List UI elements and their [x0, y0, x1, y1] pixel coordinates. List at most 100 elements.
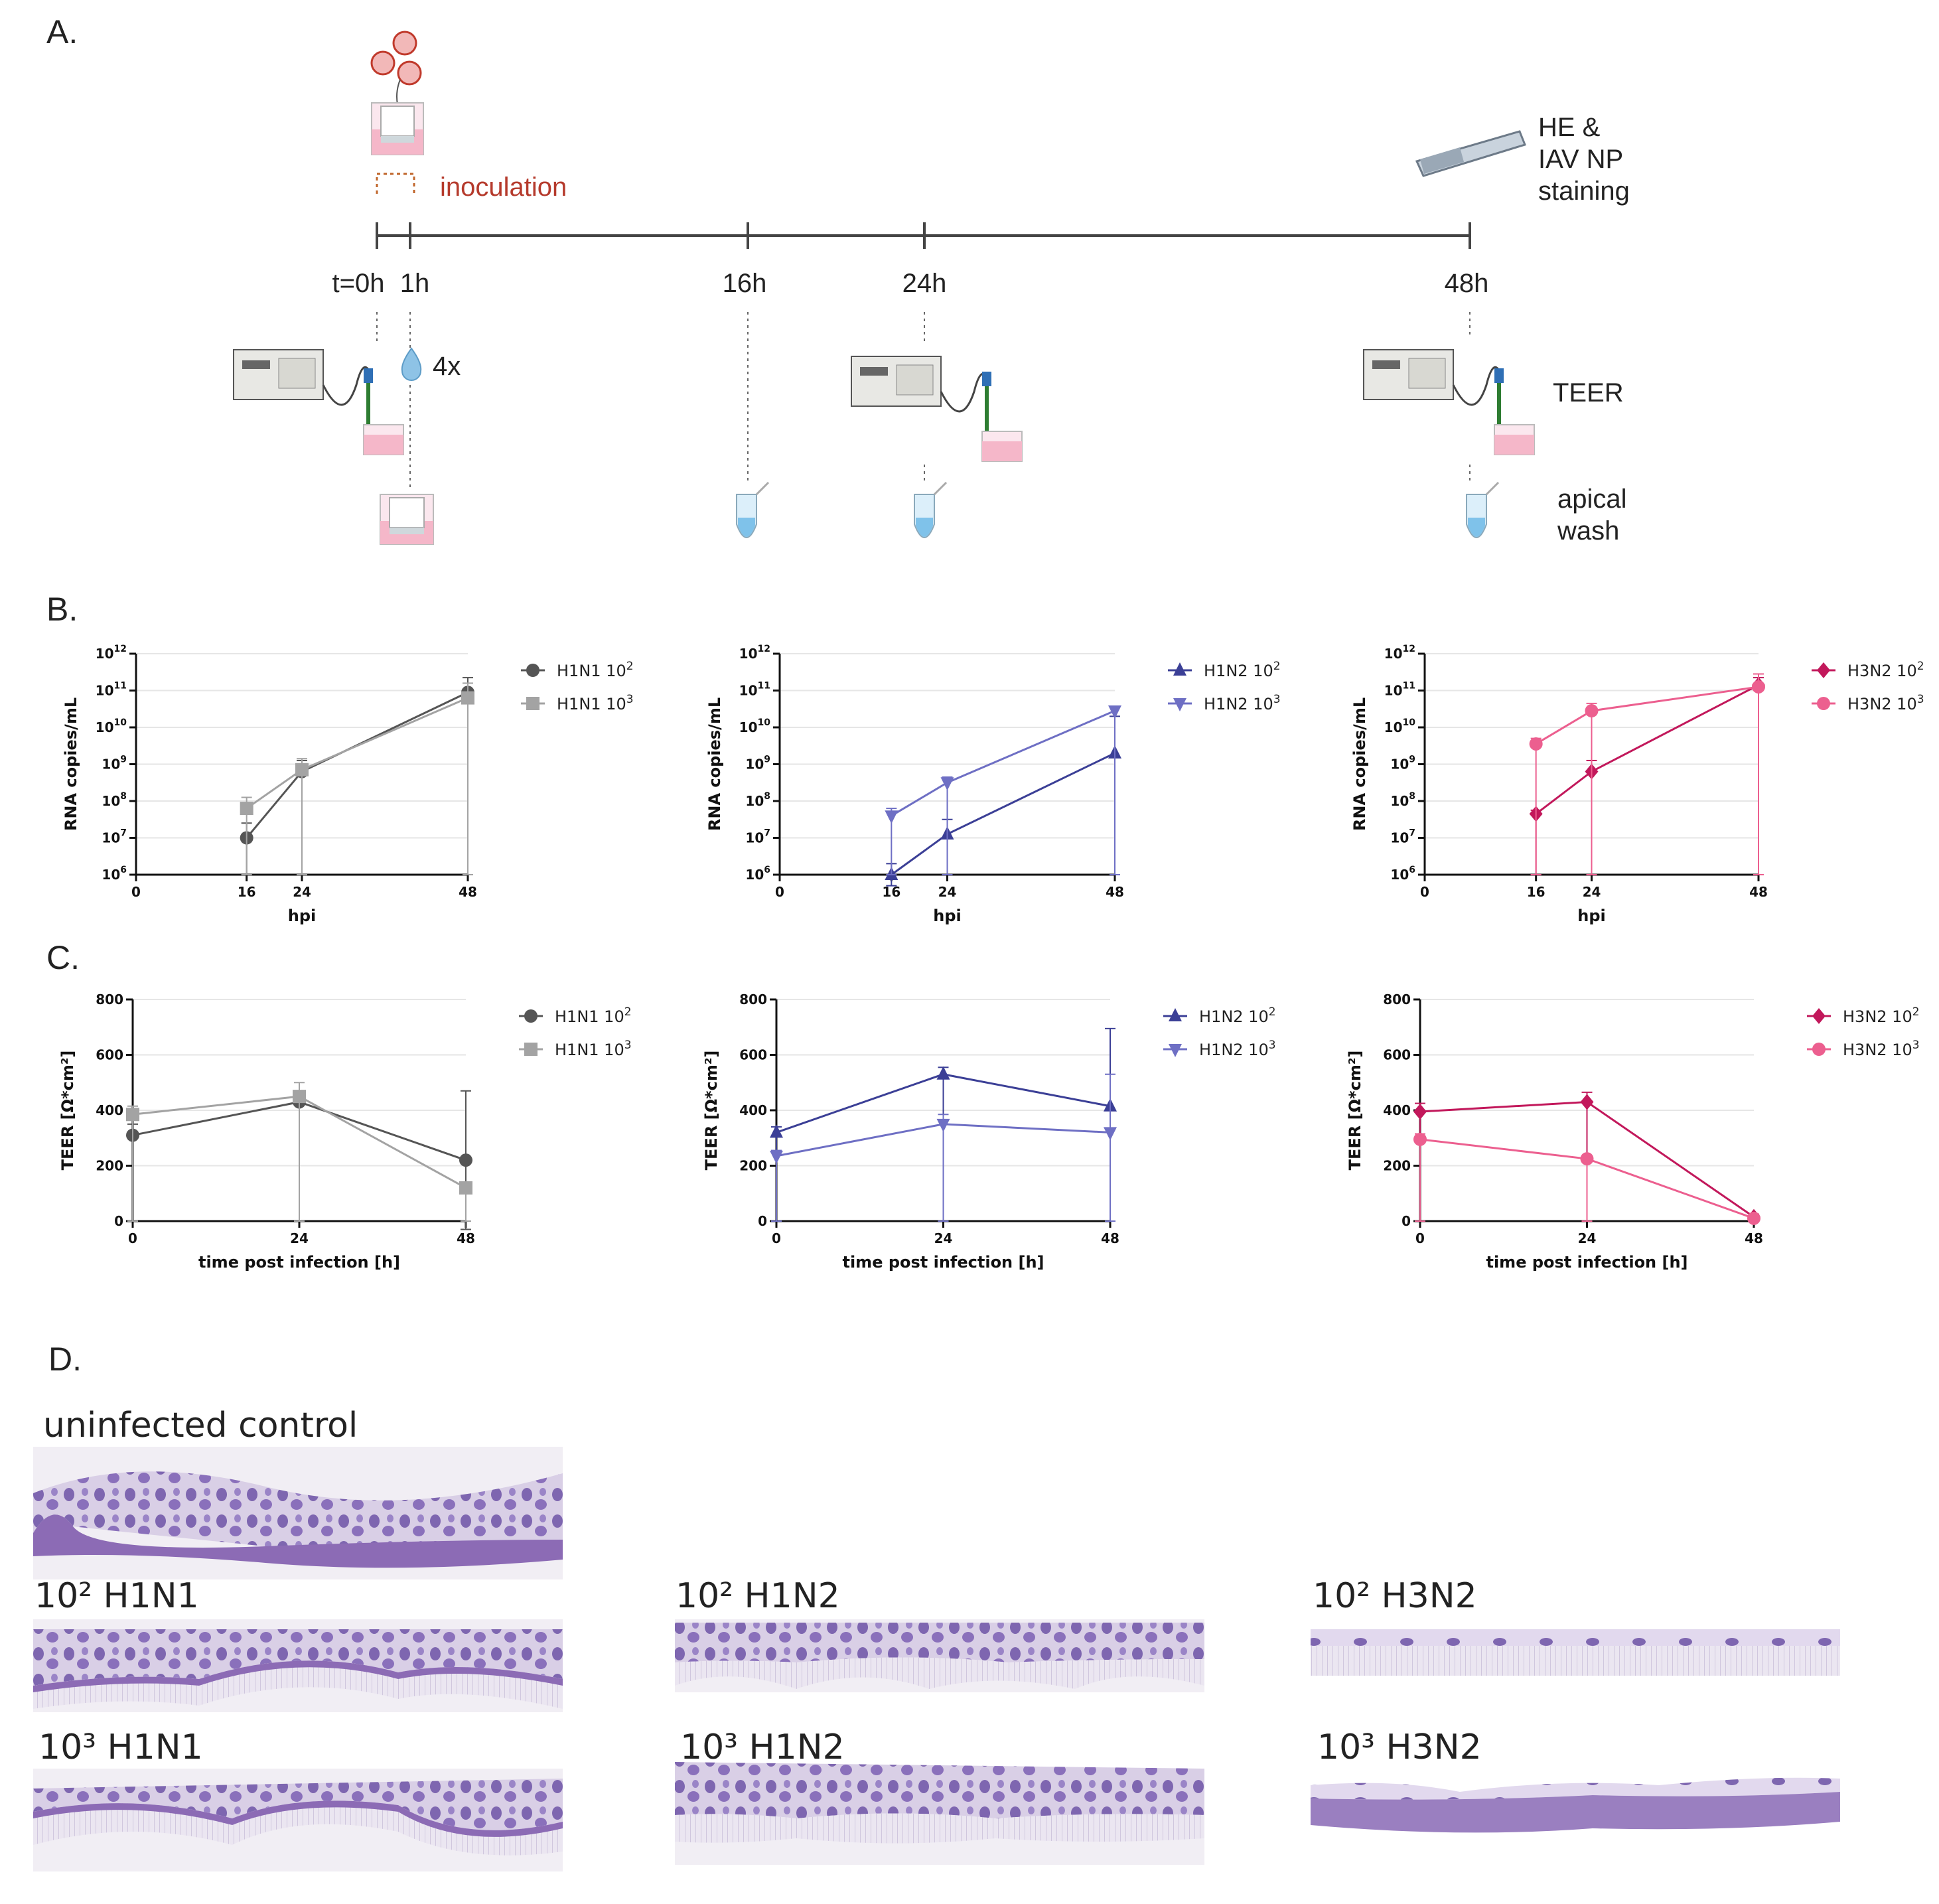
data-point	[1413, 1132, 1427, 1146]
legend-label: H3N2 102	[1847, 660, 1924, 680]
panel-letter-a: A.	[46, 13, 78, 50]
teer-meter-icon-0h	[233, 349, 404, 455]
timeline-tick-24h: 24h	[902, 269, 947, 298]
y-axis-title: TEER [Ω*cm²]	[1346, 1051, 1364, 1171]
legend-marker	[1817, 662, 1830, 678]
data-point	[770, 1124, 783, 1138]
y-tick-label: 200	[739, 1158, 767, 1174]
timeline-tick-16h: 16h	[723, 269, 767, 298]
slide-icon	[1415, 130, 1526, 177]
x-axis-title: hpi	[288, 907, 317, 925]
inoculation-bracket	[376, 173, 415, 194]
histology-image-h1n1-1e3	[33, 1769, 563, 1871]
x-axis-title: hpi	[1577, 907, 1606, 925]
legend-marker	[1812, 1043, 1826, 1056]
histology-image-h3n2-1e2	[1311, 1619, 1840, 1686]
legend-marker	[524, 1009, 538, 1023]
y-tick-label: 400	[739, 1102, 767, 1118]
y-tick-label: 109	[1390, 755, 1415, 772]
wash-label: 4x	[433, 352, 461, 381]
histology-image-uninfected	[33, 1447, 563, 1579]
apical-wash-label-line-1: apical	[1557, 484, 1627, 514]
histo-label-uninfected: uninfected control	[43, 1406, 358, 1445]
timeline-tick-1h: 1h	[400, 269, 430, 298]
y-axis-title: RNA copies/mL	[1350, 697, 1369, 831]
data-point	[885, 810, 898, 824]
panel-letter-b: B.	[46, 591, 78, 628]
y-tick-label: 1011	[739, 681, 770, 699]
histo-label-h1n1-1e2: 10² H1N1	[35, 1576, 199, 1616]
y-tick-label: 0	[114, 1213, 123, 1229]
legend-label: H1N1 103	[555, 1039, 632, 1059]
legend-label: H3N2 103	[1843, 1039, 1920, 1059]
chart-h1n2-teer: 0 200 400 600 800 0 24 48 time post infection [h…	[702, 991, 1276, 1272]
timeline-axis	[376, 222, 1471, 249]
legend-marker	[1812, 1008, 1826, 1024]
legend-label: H3N2 102	[1843, 1005, 1920, 1026]
teer-meter-icon-24h	[851, 356, 1023, 462]
x-tick-label: 0	[775, 884, 784, 900]
chart-h1n1-teer: 0 200 400 600 800 0 24 48 time post infection [h…	[58, 991, 632, 1272]
legend-marker	[1169, 1044, 1182, 1057]
x-tick-label: 48	[1745, 1230, 1763, 1246]
legend-marker	[1173, 698, 1186, 711]
y-tick-label: 200	[1383, 1158, 1411, 1174]
y-tick-label: 106	[102, 865, 127, 883]
legend-marker	[1169, 1008, 1182, 1021]
washed-well-icon	[380, 494, 434, 545]
y-tick-label: 108	[102, 791, 127, 809]
x-axis-title: time post infection [h]	[1486, 1253, 1688, 1272]
y-axis-title: RNA copies/mL	[62, 697, 80, 831]
y-tick-label: 107	[745, 828, 770, 846]
histo-label-h3n2-1e2: 10² H3N2	[1313, 1576, 1477, 1616]
timeline-guides	[376, 312, 1471, 491]
y-tick-label: 600	[739, 1047, 767, 1063]
data-point	[1580, 1152, 1594, 1166]
x-axis-title: time post infection [h]	[842, 1253, 1044, 1272]
series-line	[246, 697, 468, 810]
series-line	[891, 709, 1115, 817]
data-point	[770, 1150, 783, 1164]
y-tick-label: 800	[739, 991, 767, 1007]
data-point	[459, 1153, 472, 1167]
y-tick-label: 106	[1390, 865, 1415, 883]
legend-label: H1N1 102	[555, 1005, 632, 1026]
histo-label-h1n2-1e3: 10³ H1N2	[680, 1727, 845, 1767]
timeline-tick-0h: t=0h	[332, 269, 385, 298]
y-tick-label: 1012	[739, 644, 770, 662]
data-point	[936, 1118, 950, 1132]
teer-meter-icon-48h	[1363, 349, 1535, 455]
sample-tube-icon-24h	[914, 481, 948, 538]
x-tick-label: 48	[1749, 884, 1768, 900]
sample-tube-icon-48h	[1466, 481, 1500, 538]
y-tick-label: 200	[96, 1158, 123, 1174]
series-line	[1535, 686, 1759, 745]
staining-label-line-2: IAV NP	[1538, 145, 1623, 174]
legend-marker	[524, 1043, 538, 1056]
series-line	[1535, 684, 1759, 815]
histo-label-h3n2-1e3: 10³ H3N2	[1317, 1727, 1482, 1767]
inoculation-label: inoculation	[440, 173, 567, 202]
sample-tube-icon-16h	[736, 481, 770, 538]
data-point	[293, 1090, 306, 1104]
legend-label: H1N2 103	[1204, 693, 1281, 713]
data-point	[1747, 1211, 1760, 1225]
series-line	[246, 691, 468, 839]
data-point	[295, 763, 309, 776]
y-tick-label: 800	[1383, 991, 1411, 1007]
y-tick-label: 0	[758, 1213, 767, 1229]
data-point	[1529, 737, 1543, 751]
y-tick-label: 109	[745, 755, 770, 772]
x-tick-label: 0	[1420, 884, 1429, 900]
y-tick-label: 800	[96, 991, 123, 1007]
staining-label-line-3: staining	[1538, 177, 1630, 206]
data-point	[1413, 1104, 1427, 1120]
y-tick-label: 1012	[1384, 644, 1415, 662]
panel-letter-c: C.	[46, 939, 80, 976]
x-tick-label: 24	[1583, 884, 1601, 900]
legend-label: H1N1 102	[557, 660, 634, 680]
x-tick-label: 48	[1106, 884, 1124, 900]
x-tick-label: 24	[293, 884, 311, 900]
legend-marker	[1817, 697, 1830, 710]
